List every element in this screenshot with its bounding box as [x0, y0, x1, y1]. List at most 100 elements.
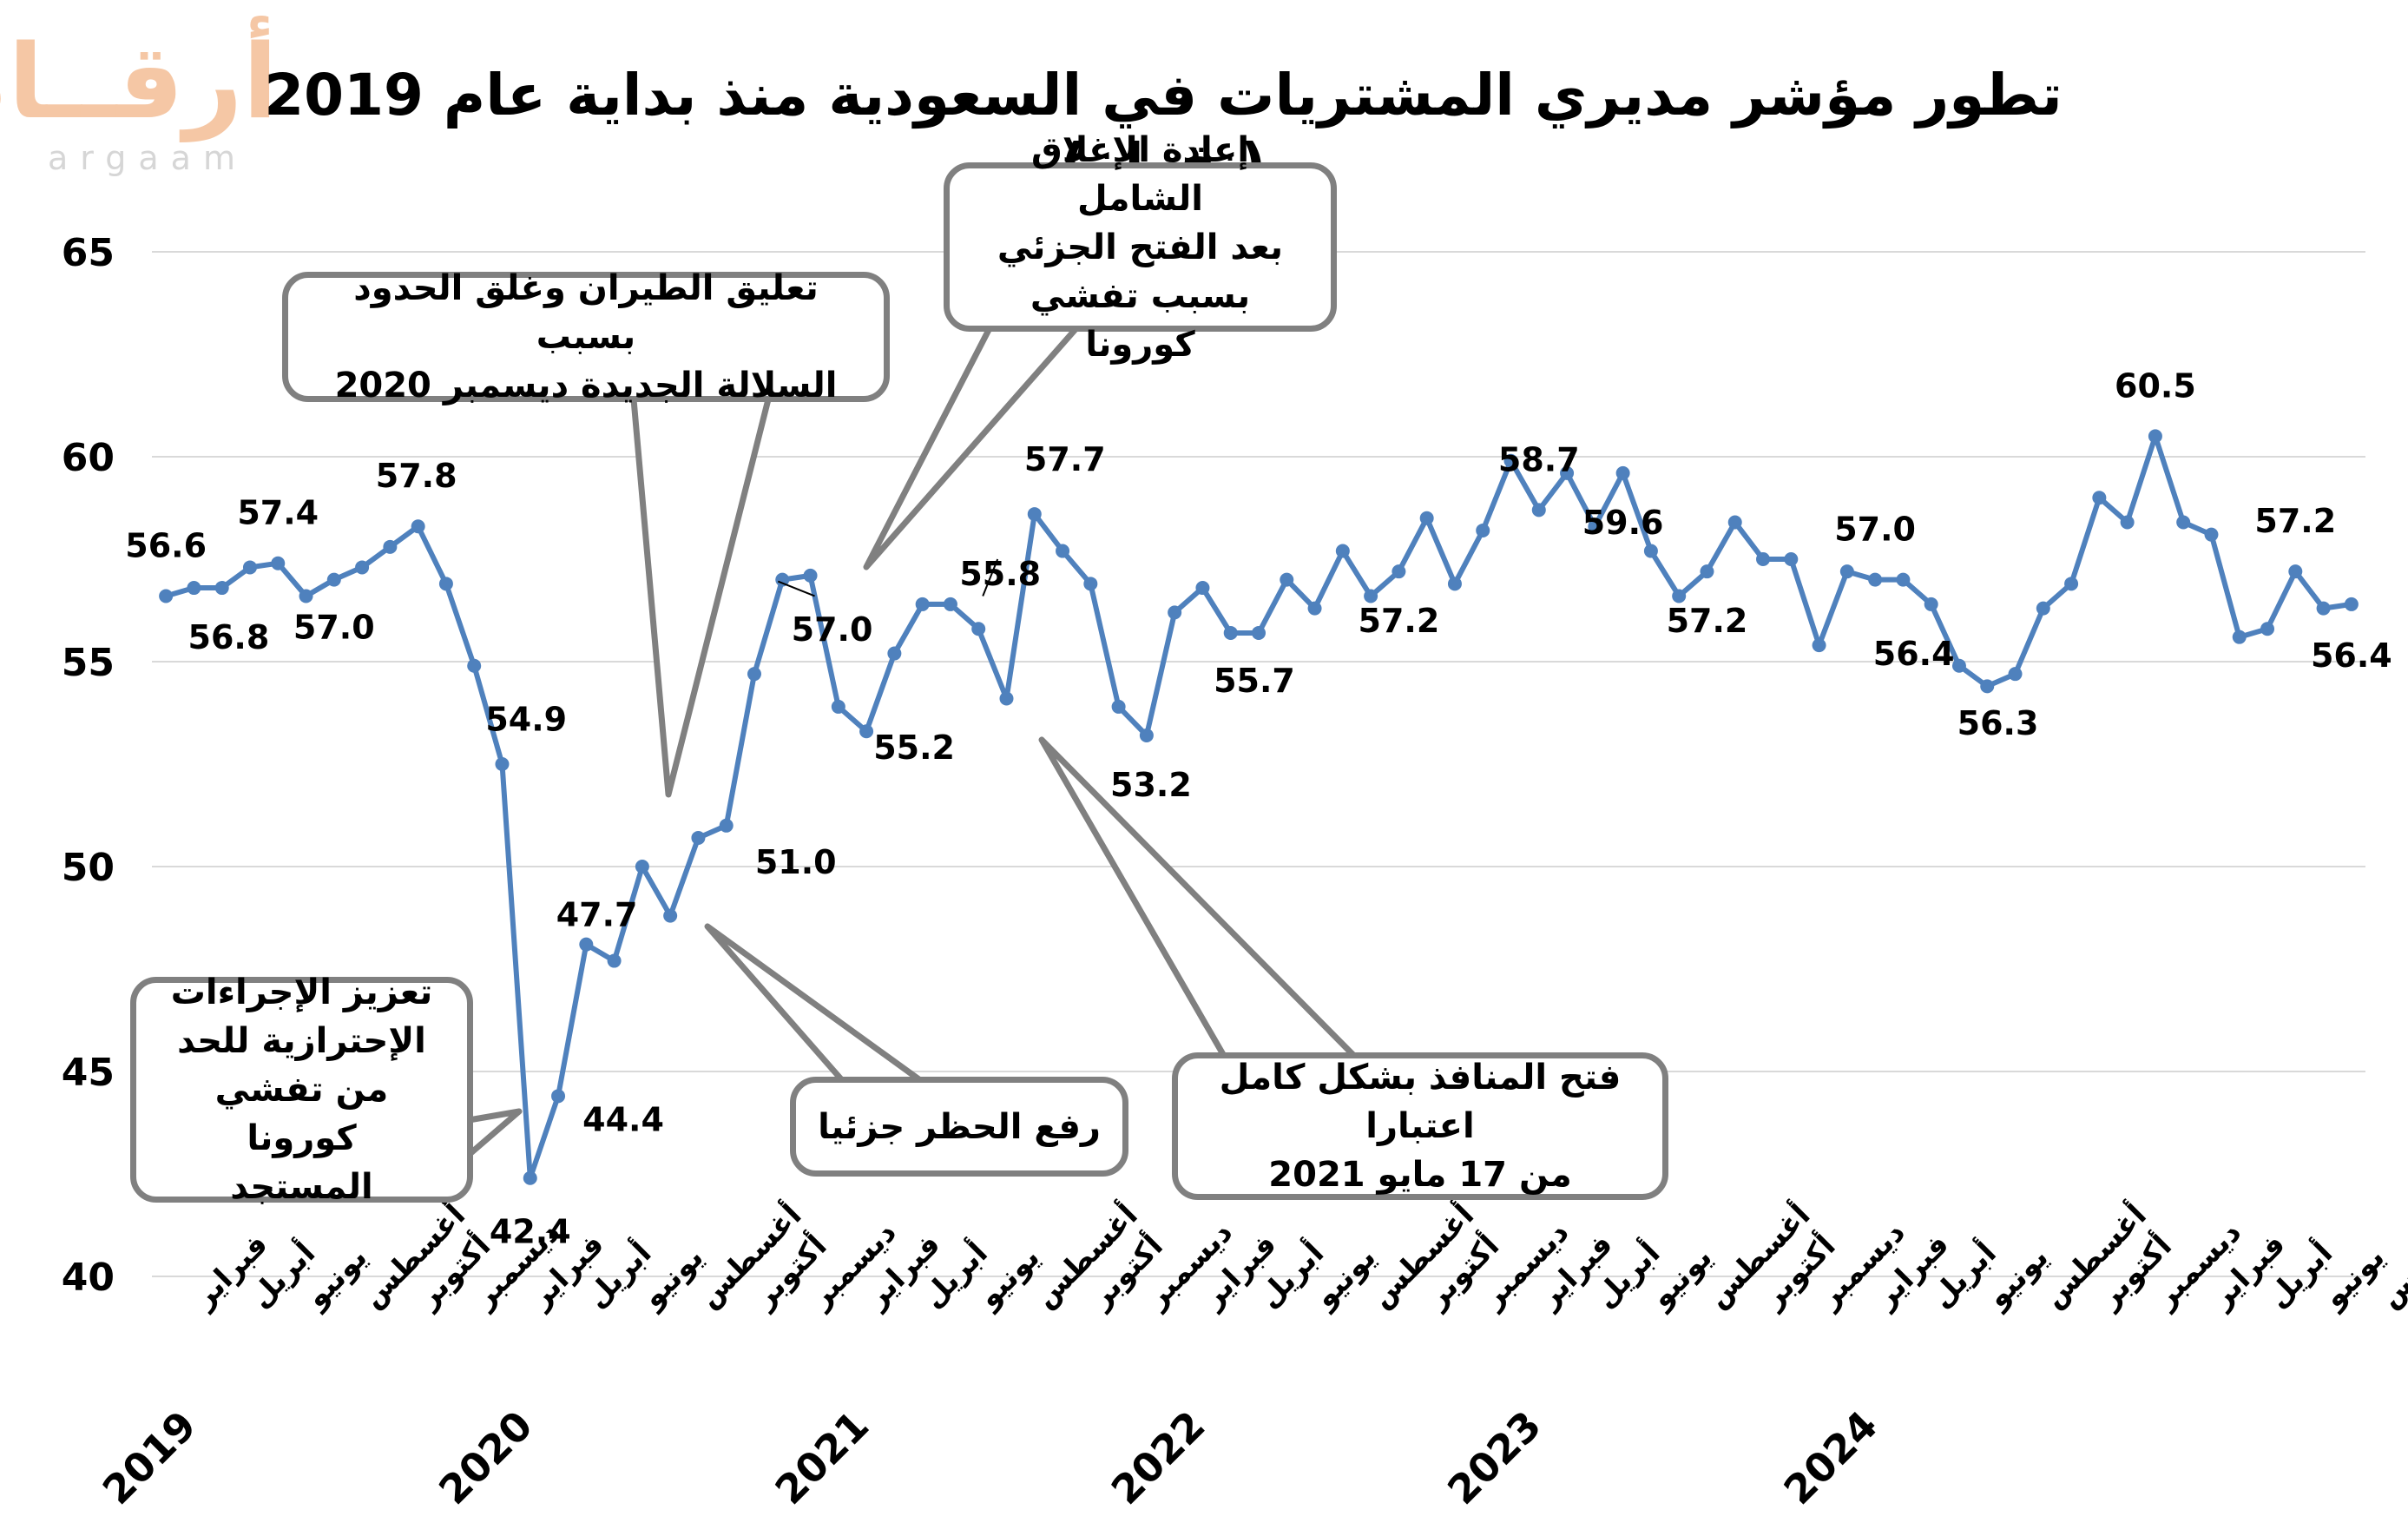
- data-point: [1195, 581, 1210, 596]
- data-label: 56.8: [188, 618, 270, 656]
- callout-pointer: [704, 923, 923, 1083]
- callout-text: فتح المنافذ بشكل كامل اعتبارا من 17 مايو…: [1219, 1058, 1622, 1195]
- callout-full-lockdown: إعادة الإغلاق الشامل بعد الفتح الجزئي بس…: [944, 130, 1337, 365]
- data-point: [1083, 577, 1098, 591]
- data-point: [1700, 564, 1714, 579]
- data-point: [2120, 515, 2135, 530]
- data-point: [1588, 519, 1602, 534]
- data-point: [831, 699, 845, 714]
- data-point: [1531, 503, 1546, 518]
- data-label: 57.2: [2254, 502, 2336, 540]
- data-label: 55.2: [873, 729, 955, 767]
- callout-text: تعليق الطيران وغلق الحدود بسبب السلالة ا…: [334, 268, 838, 405]
- data-point: [1252, 625, 1266, 640]
- y-tick-label: 45: [62, 1051, 115, 1095]
- data-point: [1111, 699, 1126, 714]
- data-point: [2092, 491, 2107, 505]
- data-label: 58.7: [1498, 440, 1580, 478]
- y-tick-label: 40: [62, 1256, 115, 1300]
- data-label: 44.4: [582, 1100, 664, 1138]
- data-point: [1476, 523, 1490, 537]
- data-label: 54.9: [485, 701, 567, 739]
- data-point: [915, 597, 930, 611]
- data-point: [1924, 597, 1938, 611]
- callout-partial-lift: رفع الحظر جزئيا: [790, 1077, 1128, 1177]
- label-leader: [777, 580, 815, 597]
- data-point: [1307, 601, 1322, 616]
- data-point: [1503, 453, 1518, 468]
- data-point: [467, 658, 482, 673]
- data-point: [214, 581, 229, 596]
- data-point: [2232, 630, 2247, 644]
- y-tick-label: 50: [62, 846, 115, 890]
- data-point: [1756, 552, 1771, 566]
- data-point: [887, 646, 902, 661]
- data-point: [719, 818, 734, 833]
- data-label: 57.8: [376, 457, 457, 495]
- callout-text: رفع الحظر جزئيا: [818, 1106, 1101, 1147]
- data-point: [1139, 728, 1154, 742]
- data-point: [523, 1170, 537, 1185]
- data-point: [1672, 589, 1687, 603]
- data-point: [187, 581, 201, 596]
- data-point: [299, 589, 313, 603]
- callout-text: تعزيز الإجراءات الإحترازية للحد من تفشي …: [170, 972, 433, 1207]
- callout-pointer: [630, 399, 772, 798]
- data-point: [438, 577, 453, 591]
- data-point: [971, 622, 986, 636]
- data-label: 55.7: [1214, 662, 1295, 700]
- data-point: [2344, 597, 2359, 611]
- data-label: 56.4: [1873, 635, 1955, 673]
- data-point: [1419, 511, 1434, 525]
- x-year-label: 2024: [1774, 1401, 1886, 1513]
- data-label: 56.6: [125, 526, 207, 564]
- data-point: [635, 860, 649, 874]
- callout-lockdown-reinforce: تعزيز الإجراءات الإحترازية للحد من تفشي …: [130, 972, 473, 1207]
- data-point: [271, 556, 286, 570]
- data-point: [411, 519, 425, 534]
- data-label: 57.0: [792, 610, 873, 649]
- data-point: [2260, 622, 2275, 636]
- data-point: [1027, 507, 1042, 522]
- data-label: 55.8: [959, 555, 1041, 593]
- data-point: [607, 953, 622, 968]
- data-label: 60.5: [2115, 366, 2196, 405]
- data-point: [551, 1089, 566, 1104]
- data-point: [803, 568, 818, 583]
- callout-ports-open: فتح المنافذ بشكل كامل اعتبارا من 17 مايو…: [1172, 1052, 1668, 1200]
- argaam-logo: أرقــام argaam: [0, 22, 278, 177]
- data-label: 56.4: [2311, 636, 2392, 675]
- data-point: [1784, 552, 1799, 566]
- y-tick-label: 55: [62, 641, 115, 685]
- callout-pointer: [863, 326, 1079, 570]
- data-point: [1364, 589, 1378, 603]
- data-point: [1896, 572, 1911, 587]
- data-point: [495, 757, 510, 771]
- data-label: 57.0: [293, 609, 375, 647]
- data-point: [2288, 564, 2303, 579]
- data-label: 57.2: [1359, 602, 1440, 640]
- x-year-label: 2023: [1438, 1401, 1550, 1513]
- label-leader: [982, 558, 999, 597]
- data-point: [242, 560, 257, 575]
- data-point: [2204, 527, 2219, 542]
- logo-latin-text: argaam: [48, 139, 247, 177]
- data-point: [2064, 577, 2079, 591]
- data-point: [691, 830, 706, 845]
- callout-pointer: [1038, 736, 1357, 1058]
- data-label: 53.2: [1110, 766, 1192, 804]
- data-label: 59.6: [1582, 504, 1664, 542]
- data-point: [747, 667, 761, 682]
- data-point: [1392, 564, 1406, 579]
- data-point: [943, 597, 957, 611]
- data-point: [859, 724, 874, 739]
- data-label: 57.4: [237, 494, 319, 532]
- data-point: [1643, 544, 1658, 558]
- x-year-label: 2021: [766, 1401, 878, 1513]
- data-point: [1727, 515, 1742, 530]
- callout-flights-suspend: تعليق الطيران وغلق الحدود بسبب السلالة ا…: [282, 268, 890, 405]
- data-point: [775, 572, 790, 587]
- logo-arabic-text: أرقــام: [0, 22, 278, 142]
- data-point: [1280, 572, 1294, 587]
